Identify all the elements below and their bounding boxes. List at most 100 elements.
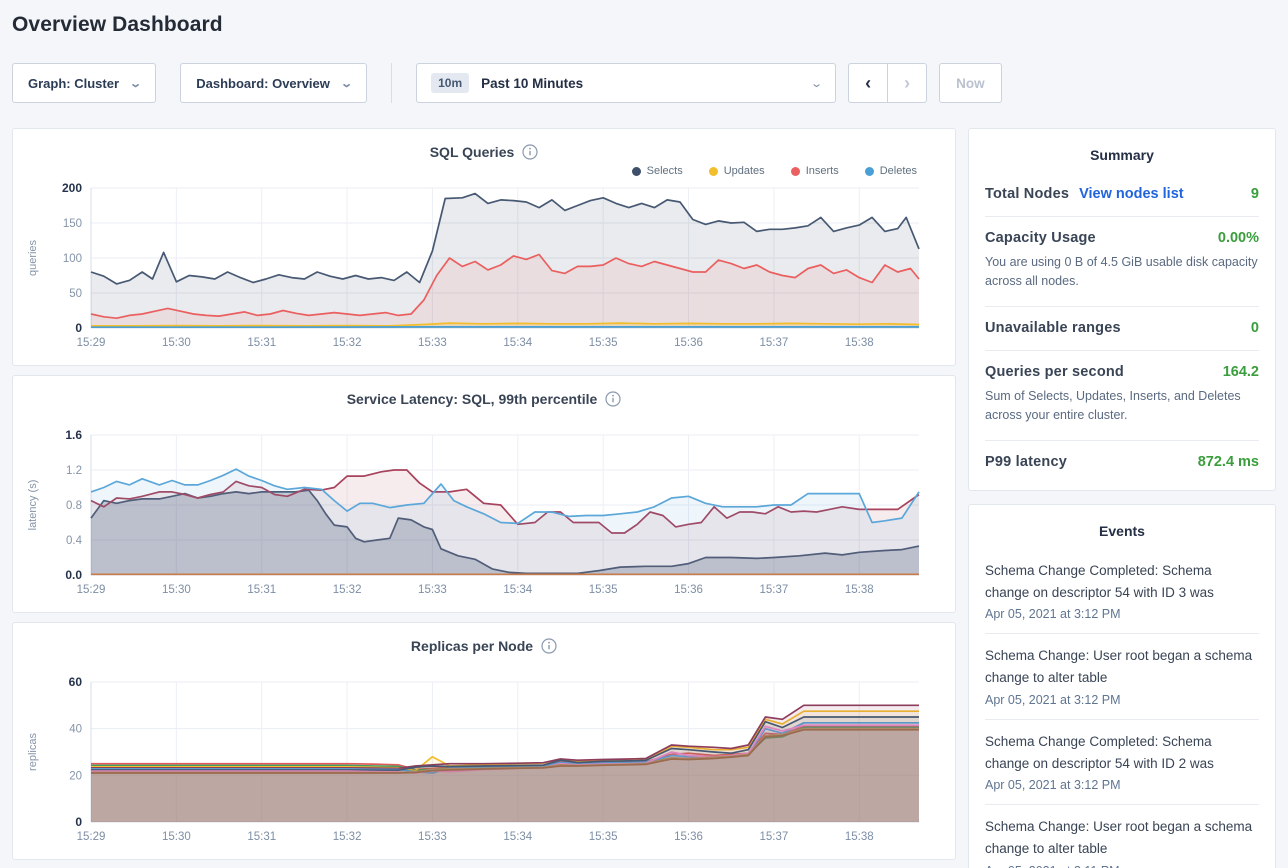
svg-text:15:29: 15:29 [77,584,106,596]
summary-metric-row: Capacity Usage 0.00% You are using 0 B of … [985,216,1259,306]
sidebar-column: Summary Total Nodes View nodes list 9 Capac… [968,128,1276,868]
metric-label: Queries per second [985,363,1124,380]
svg-text:0: 0 [75,815,82,829]
time-step-buttons: ‹ › [848,63,928,103]
legend-item-deletes[interactable]: Deletes [864,165,917,177]
chart-title: Replicas per Node [410,638,534,654]
metric-value: 0 [1250,319,1259,336]
graph-scope-label: Graph: Cluster [28,75,120,91]
metric-description: You are using 0 B of 4.5 GiB usable disk… [985,255,1258,289]
chevron-down-icon: ⌄ [340,77,353,90]
event-item: Schema Change Completed: Schema change o… [985,549,1259,634]
svg-text:100: 100 [63,253,82,265]
event-text: Schema Change: User root began a schema … [985,648,1253,686]
svg-text:15:37: 15:37 [759,831,788,843]
svg-text:20: 20 [69,770,82,782]
svg-text:150: 150 [63,218,82,230]
event-text: Schema Change Completed: Schema change o… [985,562,1214,600]
svg-text:15:32: 15:32 [333,831,362,843]
service-latency-chart[interactable]: 0.0 0.4 0.8 1.2 1.6 15:29 15:30 15:31 15:32 15:33… [23,427,945,618]
svg-text:60: 60 [69,675,83,689]
svg-text:15:33: 15:33 [418,584,447,596]
event-text: Schema Change: User root began a schema … [985,819,1253,857]
svg-text:15:36: 15:36 [674,831,703,843]
metric-value: 0.00% [1217,230,1259,246]
time-back-button[interactable]: ‹ [848,63,889,103]
metric-label: Capacity Usage [985,230,1096,246]
svg-text:15:34: 15:34 [503,584,532,596]
graph-scope-dropdown[interactable]: Graph: Cluster ⌄ [12,63,157,103]
event-timestamp: Apr 05, 2021 at 3:12 PM [985,692,1121,707]
summary-panel: Summary Total Nodes View nodes list 9 Capac… [968,128,1276,491]
dashboard-content: SQL Queries Selects Updates Inserts Deletes… [12,128,1276,868]
summary-metrics: Total Nodes View nodes list 9 Capacity Usag… [985,173,1259,484]
dashboard-label: Dashboard: Overview [196,75,330,91]
svg-text:15:35: 15:35 [589,831,618,843]
svg-text:15:35: 15:35 [589,584,618,596]
svg-text:50: 50 [69,288,82,300]
time-range-badge: 10m [431,73,470,93]
toolbar: Graph: Cluster ⌄ Dashboard: Overview ⌄ 1… [12,63,1276,103]
chart-title: Service Latency: SQL, 99th percentile [346,391,598,407]
svg-text:15:30: 15:30 [162,584,191,596]
now-button[interactable]: Now [939,63,1002,103]
metric-value: 9 [1250,186,1259,202]
event-item: Schema Change: User root began a schema … [985,804,1259,868]
summary-metric-row: P99 latency 872.4 ms [985,439,1259,484]
time-range-selector[interactable]: 10m Past 10 Minutes ⌄ [416,63,837,103]
chart-legend [23,409,945,427]
summary-title: Summary [1090,147,1154,163]
legend-item-selects[interactable]: Selects [631,165,683,177]
metric-label: Total Nodes [985,186,1070,202]
chevron-down-icon: ⌄ [810,77,823,90]
svg-text:15:37: 15:37 [759,584,788,596]
events-title: Events [1099,522,1145,539]
svg-text:15:37: 15:37 [759,337,788,349]
dashboard-dropdown[interactable]: Dashboard: Overview ⌄ [180,63,368,103]
svg-text:15:34: 15:34 [503,337,532,349]
svg-text:15:36: 15:36 [674,337,703,349]
metric-value: 872.4 ms [1197,453,1259,470]
metric-label: P99 latency [985,453,1067,470]
svg-text:15:30: 15:30 [162,337,191,349]
legend-label: Deletes [879,165,917,177]
legend-dot-icon [864,166,874,176]
sql-queries-chart[interactable]: 0 50 100 150 200 15:29 15:30 15:31 15:32 15:33 15:… [23,180,945,371]
svg-text:15:33: 15:33 [418,831,447,843]
info-icon[interactable] [541,638,557,654]
time-range-label: Past 10 Minutes [481,75,584,91]
time-forward-button[interactable]: › [887,63,928,103]
svg-text:0.0: 0.0 [65,568,82,582]
events-panel: Events Schema Change Completed: Schema c… [968,503,1276,868]
chevron-down-icon: ⌄ [129,77,143,90]
svg-text:replicas: replicas [27,733,39,771]
event-timestamp: Apr 05, 2021 at 3:11 PM [985,864,1259,868]
svg-text:15:33: 15:33 [418,337,447,349]
legend-item-inserts[interactable]: Inserts [790,165,839,177]
svg-text:15:34: 15:34 [503,831,532,843]
metric-label: Unavailable ranges [985,319,1121,336]
svg-text:0: 0 [75,321,82,335]
info-icon[interactable] [522,144,538,160]
legend-dot-icon [631,166,641,176]
legend-label: Inserts [805,165,839,177]
event-text: Schema Change Completed: Schema change o… [985,733,1214,771]
replicas-per-node-chart[interactable]: 0 20 40 60 15:29 15:30 15:31 15:32 15:33 15:34 15:… [23,674,945,865]
svg-text:40: 40 [69,724,82,736]
chart-canvas: 0.0 0.4 0.8 1.2 1.6 15:29 15:30 15:31 15:32 15:33… [27,428,920,596]
svg-text:0.8: 0.8 [66,500,82,512]
summary-metric-row: Unavailable ranges 0 [985,305,1259,350]
svg-text:15:29: 15:29 [77,337,106,349]
view-nodes-list-link[interactable]: View nodes list [1079,186,1184,202]
legend-label: Selects [646,165,683,177]
info-icon[interactable] [605,391,621,407]
chart-panel-sql-queries: SQL Queries Selects Updates Inserts Deletes… [12,128,956,366]
event-item: Schema Change Completed: Schema change o… [985,718,1259,805]
svg-text:latency (s): latency (s) [27,480,39,531]
svg-text:15:38: 15:38 [845,584,874,596]
legend-dot-icon [708,166,718,176]
svg-text:15:35: 15:35 [589,337,618,349]
svg-text:queries: queries [27,239,39,276]
summary-metric-row: Queries per second 164.2 Sum of Selects, U… [985,349,1259,440]
legend-item-updates[interactable]: Updates [708,165,765,177]
